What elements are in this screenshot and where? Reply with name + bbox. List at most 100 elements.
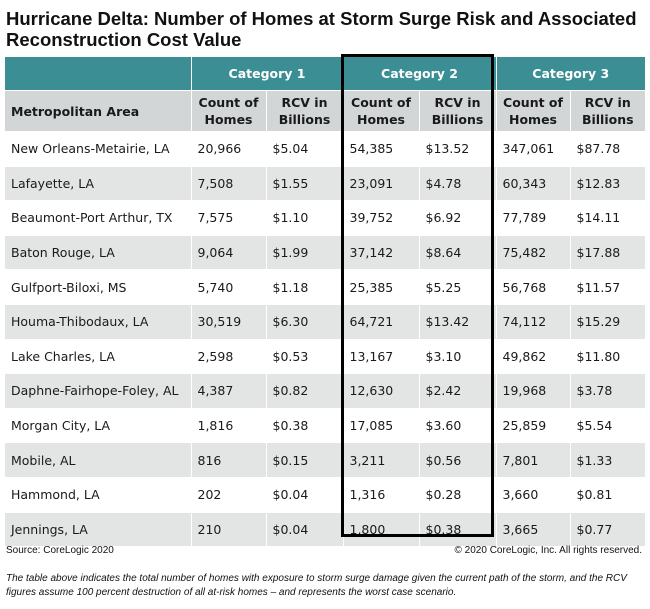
cat1-rcv-cell: $1.10 [265,200,343,236]
cat2-rcv-cell: $13.42 [418,303,496,340]
cat3-rcv-cell: $11.57 [569,269,645,305]
cat1-count-cell: 30,519 [190,303,266,340]
cat1-rcv-cell: $1.18 [265,269,343,305]
cat1-count-cell: 202 [190,476,266,513]
metro-area-cell: Hammond, LA [5,476,191,513]
cat2-rcv-cell: $3.10 [418,338,496,374]
table-row: Gulfport-Biloxi, MS 5,740 $1.18 25,385 $5.25… [5,269,645,305]
cat2-count-cell: 37,142 [342,234,419,270]
cat3-rcv-cell: $0.77 [569,511,645,547]
cat1-count-cell: 816 [190,442,266,478]
table-row: Beaumont-Port Arthur, TX 7,575 $1.10 39,752… [5,200,645,236]
cat3-rcv-header: RCV in Billions [569,90,645,132]
cat1-rcv-cell: $0.82 [265,373,343,409]
cat3-count-cell: 74,112 [495,303,570,340]
table-row: New Orleans-Metairie, LA 20,966 $5.04 54,38… [5,131,645,167]
table-row: Lafayette, LA 7,508 $1.55 23,091 $4.78 60,343… [5,165,645,201]
cat3-count-cell: 60,343 [495,165,570,201]
cat2-count-cell: 39,752 [342,200,419,236]
cat1-count-cell: 7,508 [190,165,266,201]
cat3-rcv-cell: $87.78 [569,131,645,167]
cat2-count-cell: 23,091 [342,165,419,201]
metro-area-cell: Morgan City, LA [5,407,191,443]
metro-area-header: Metropolitan Area [5,90,191,132]
cat1-count-cell: 1,816 [190,407,266,443]
cat2-count-header: Count of Homes [342,90,419,132]
table-row: Baton Rouge, LA 9,064 $1.99 37,142 $8.64 75,4… [5,234,645,270]
metro-area-cell: Mobile, AL [5,442,191,478]
cat2-count-cell: 1,316 [342,476,419,513]
cat2-rcv-cell: $2.42 [418,373,496,409]
cat2-count-cell: 13,167 [342,338,419,374]
cat2-count-cell: 17,085 [342,407,419,443]
cat3-count-cell: 25,859 [495,407,570,443]
metro-area-cell: Lafayette, LA [5,165,191,201]
cat1-rcv-cell: $0.53 [265,338,343,374]
table-row: Morgan City, LA 1,816 $0.38 17,085 $3.60 25,8… [5,407,645,443]
cat1-rcv-cell: $6.30 [265,303,343,340]
cat3-rcv-cell: $14.11 [569,200,645,236]
cat2-count-cell: 54,385 [342,131,419,167]
metro-area-cell: Houma-Thibodaux, LA [5,303,191,340]
source-note: Source: CoreLogic 2020 [6,545,114,556]
cat2-rcv-cell: $0.28 [418,476,496,513]
cat2-count-cell: 64,721 [342,303,419,340]
column-header-row: Metropolitan Area Count of Homes RCV in … [5,90,645,132]
cat3-rcv-cell: $17.88 [569,234,645,270]
copyright-note: © 2020 CoreLogic, Inc. All rights reserv… [454,545,642,556]
cat1-count-cell: 4,387 [190,373,266,409]
cat3-rcv-cell: $5.54 [569,407,645,443]
cat1-count-cell: 2,598 [190,338,266,374]
chart-title: Hurricane Delta: Number of Homes at Stor… [6,8,637,50]
metro-area-cell: Baton Rouge, LA [5,234,191,270]
cat1-count-header: Count of Homes [190,90,266,132]
cat1-count-cell: 9,064 [190,234,266,270]
cat2-rcv-cell: $0.56 [418,442,496,478]
cat1-rcv-cell: $1.99 [265,234,343,270]
cat2-rcv-cell: $4.78 [418,165,496,201]
cat3-rcv-cell: $15.29 [569,303,645,340]
table-row: Hammond, LA 202 $0.04 1,316 $0.28 3,660 $0.81 [5,476,645,513]
cat3-rcv-cell: $0.81 [569,476,645,513]
cat3-count-cell: 49,862 [495,338,570,374]
table-row: Lake Charles, LA 2,598 $0.53 13,167 $3.10 49,… [5,338,645,374]
cat3-count-cell: 3,665 [495,511,570,547]
cat3-count-cell: 3,660 [495,476,570,513]
cat1-rcv-cell: $0.04 [265,476,343,513]
cat1-count-cell: 210 [190,511,266,547]
cat3-count-cell: 75,482 [495,234,570,270]
cat3-count-cell: 56,768 [495,269,570,305]
cat1-rcv-cell: $0.38 [265,407,343,443]
category-header-blank [5,56,191,91]
cat2-count-cell: 25,385 [342,269,419,305]
cat1-rcv-cell: $0.04 [265,511,343,547]
category-header-row: Category 1 Category 2 Category 3 [5,56,645,91]
cat2-rcv-cell: $0.38 [418,511,496,547]
cat2-rcv-header: RCV in Billions [418,90,496,132]
cat1-count-cell: 20,966 [190,131,266,167]
cat3-count-cell: 77,789 [495,200,570,236]
table-row: Houma-Thibodaux, LA 30,519 $6.30 64,721 $13.… [5,303,645,340]
category-1-header: Category 1 [190,56,343,91]
cat1-rcv-cell: $0.15 [265,442,343,478]
cat1-rcv-cell: $1.55 [265,165,343,201]
cat3-count-cell: 7,801 [495,442,570,478]
metro-area-cell: Jennings, LA [5,511,191,547]
footnote: The table above indicates the total numb… [6,573,627,598]
metro-area-cell: Gulfport-Biloxi, MS [5,269,191,305]
cat2-count-cell: 12,630 [342,373,419,409]
table-row: Jennings, LA 210 $0.04 1,800 $0.38 3,665 $0.77 [5,511,645,547]
cat3-rcv-cell: $3.78 [569,373,645,409]
cat1-rcv-header: RCV in Billions [265,90,343,132]
cat2-count-cell: 1,800 [342,511,419,547]
data-table: Category 1 Category 2 Category 3 Metropo… [5,56,645,547]
cat3-count-cell: 347,061 [495,131,570,167]
cat2-count-cell: 3,211 [342,442,419,478]
cat2-rcv-cell: $3.60 [418,407,496,443]
metro-area-cell: Beaumont-Port Arthur, TX [5,200,191,236]
cat1-rcv-cell: $5.04 [265,131,343,167]
cat1-count-cell: 5,740 [190,269,266,305]
category-2-header: Category 2 [342,56,496,91]
cat2-rcv-cell: $5.25 [418,269,496,305]
metro-area-cell: Lake Charles, LA [5,338,191,374]
